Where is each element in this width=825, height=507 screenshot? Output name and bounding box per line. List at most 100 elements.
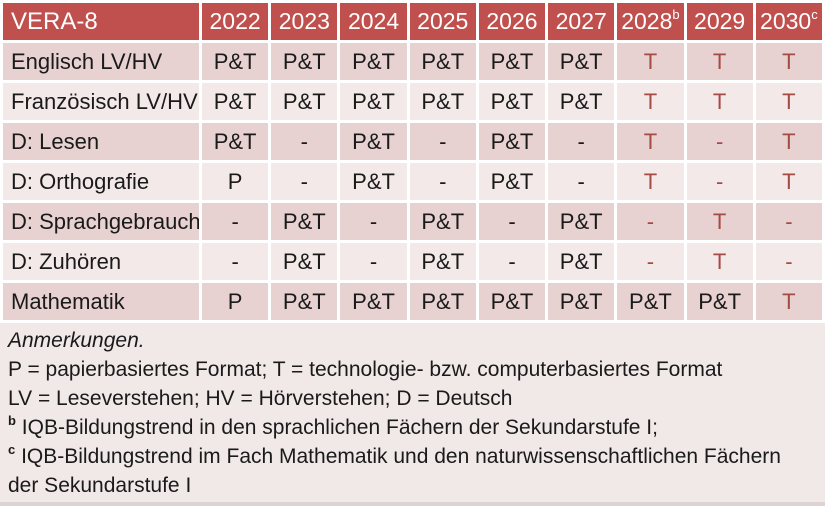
value-cell: P&T [478,83,546,120]
year-header-2022: 2022 [202,3,269,40]
row-label-cell: D: Zuhören [3,243,199,280]
value-cell: T [617,123,684,160]
year-header-2026: 2026 [478,3,546,40]
value-cell: P&T [686,283,753,320]
row-label-cell: D: Orthografie [3,163,199,200]
value-cell: P&T [340,83,407,120]
table-row: D: Sprachgebrauch - P&T - P&T - P&T - T - [3,203,822,240]
value-cell: - [755,243,822,280]
row-label-cell: D: Lesen [3,123,199,160]
value-cell: T [755,123,822,160]
value-cell: P&T [340,163,407,200]
note-line: LV = Leseverstehen; HV = Hörverstehen; D… [8,387,513,410]
value-cell: P&T [548,83,615,120]
value-cell: T [617,43,684,80]
value-cell: - [202,243,269,280]
value-cell: P&T [271,283,338,320]
year-header-2029: 2029 [686,3,753,40]
table-row: D: Zuhören - P&T - P&T - P&T - T - [3,243,822,280]
value-cell: P&T [340,283,407,320]
value-cell: T [617,83,684,120]
value-cell: T [755,163,822,200]
table-row: Englisch LV/HV P&T P&T P&T P&T P&T P&T T T T [3,43,822,80]
value-cell: T [686,243,753,280]
table-row: D: Lesen P&T - P&T - P&T - T - T [3,123,822,160]
note-line: P = papierbasiertes Format; T = technolo… [8,358,723,381]
year-header-2024: 2024 [340,3,407,40]
value-cell: P&T [548,243,615,280]
table-row: D: Orthografie P - P&T - P&T - T - T [3,163,822,200]
footnote-marker-c: c [8,442,16,457]
value-cell: P [202,163,269,200]
value-cell: - [617,203,684,240]
year-header-2030: 2030c [755,3,822,40]
value-cell: P&T [409,283,476,320]
note-line: b IQB-Bildungstrend in den sprachlichen … [8,413,658,439]
value-cell: - [271,123,338,160]
value-cell: P&T [617,283,684,320]
value-cell: - [202,203,269,240]
value-cell: T [686,43,753,80]
value-cell: - [340,243,407,280]
footnote-marker-b: b [672,7,680,23]
value-cell: - [548,163,615,200]
notes-text-block: Anmerkungen. P = papierbasiertes Format;… [8,326,786,500]
row-label-cell: Englisch LV/HV [3,43,199,80]
value-cell: P&T [409,203,476,240]
value-cell: P&T [271,83,338,120]
row-label-cell: Mathematik [3,283,199,320]
value-cell: T [755,83,822,120]
year-header-2023: 2023 [271,3,338,40]
row-label-cell: D: Sprachgebrauch [3,203,199,240]
value-cell: P&T [271,243,338,280]
value-cell: - [340,203,407,240]
value-cell: P [202,283,269,320]
value-cell: - [478,243,546,280]
footnote-marker-b: b [8,413,16,428]
notes-heading: Anmerkungen. [8,329,145,352]
value-cell: - [409,163,476,200]
value-cell: P&T [548,283,615,320]
notes-section: Anmerkungen. P = papierbasiertes Format;… [0,323,825,506]
value-cell: T [617,163,684,200]
value-cell: T [755,283,822,320]
vera8-table: VERA-8 2022 2023 2024 2025 2026 2027 2028b 2029… [3,3,822,320]
value-cell: - [686,123,753,160]
value-cell: P&T [548,43,615,80]
value-cell: T [755,43,822,80]
value-cell: P&T [340,123,407,160]
value-cell: P&T [202,43,269,80]
row-label-cell: Französisch LV/HV [3,83,199,120]
year-header-2028: 2028b [617,3,684,40]
value-cell: - [686,163,753,200]
value-cell: P&T [478,283,546,320]
value-cell: - [271,163,338,200]
value-cell: P&T [409,83,476,120]
value-cell: P&T [548,203,615,240]
value-cell: P&T [202,83,269,120]
value-cell: P&T [340,43,407,80]
value-cell: - [409,123,476,160]
value-cell: P&T [202,123,269,160]
value-cell: - [548,123,615,160]
value-cell: P&T [478,123,546,160]
value-cell: P&T [409,243,476,280]
value-cell: - [478,203,546,240]
table-row: Mathematik P P&T P&T P&T P&T P&T P&T P&T T [3,283,822,320]
value-cell: P&T [271,203,338,240]
value-cell: T [686,203,753,240]
value-cell: P&T [478,43,546,80]
note-line: c IQB-Bildungstrend im Fach Mathematik u… [8,442,781,497]
year-header-2025: 2025 [409,3,476,40]
table-title-cell: VERA-8 [3,3,199,40]
value-cell: - [617,243,684,280]
value-cell: P&T [271,43,338,80]
table-body: Englisch LV/HV P&T P&T P&T P&T P&T P&T T T T Franz… [3,43,822,320]
value-cell: T [686,83,753,120]
table-row: Französisch LV/HV P&T P&T P&T P&T P&T P&T T T T [3,83,822,120]
value-cell: P&T [409,43,476,80]
footnote-marker-c: c [811,7,818,23]
header-row: VERA-8 2022 2023 2024 2025 2026 2027 2028b 2029… [3,3,822,40]
value-cell: P&T [478,163,546,200]
